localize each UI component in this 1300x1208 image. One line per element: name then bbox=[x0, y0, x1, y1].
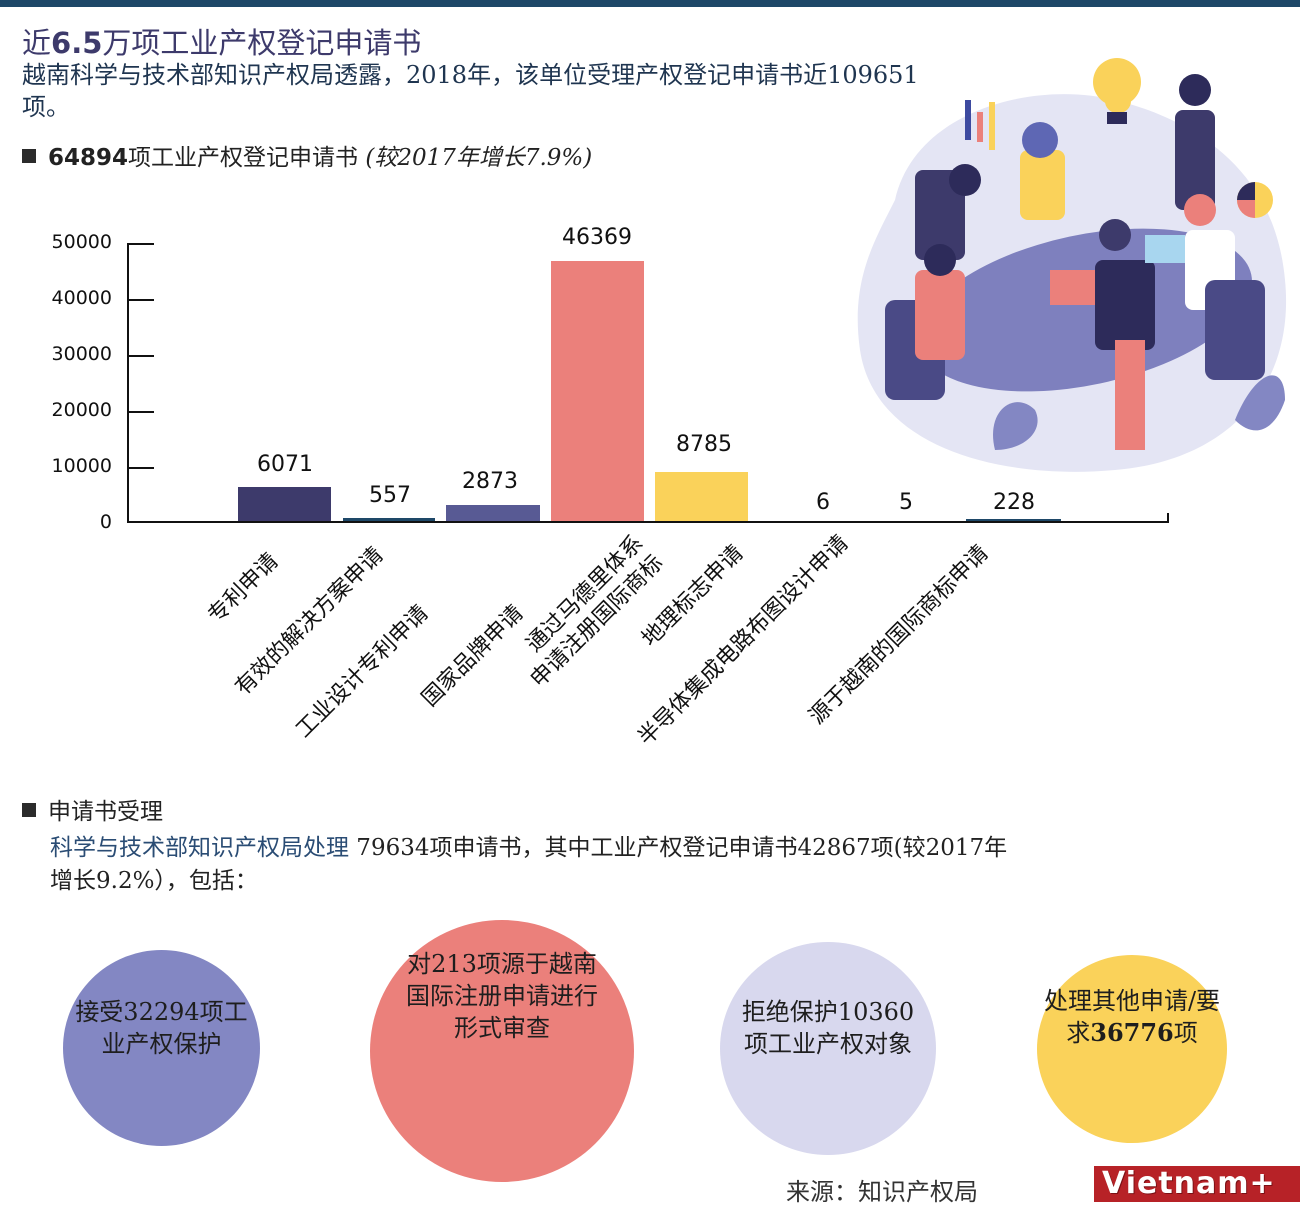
y-tick-label: 0 bbox=[99, 511, 112, 533]
y-tick-label: 10000 bbox=[51, 455, 112, 477]
circle-other-requests: 处理其他申请/要求36776项 bbox=[1037, 955, 1227, 1143]
bar-chart: 50000 40000 30000 20000 10000 0 6071 557… bbox=[0, 200, 1200, 800]
y-axis bbox=[127, 243, 129, 523]
y-tick bbox=[128, 355, 154, 357]
y-tick bbox=[128, 411, 154, 413]
bar-value-label: 2873 bbox=[462, 469, 518, 494]
circle-formal-review: 对213项源于越南国际注册申请进行形式审查 bbox=[370, 920, 634, 1182]
x-axis bbox=[127, 521, 1169, 523]
lead-text: 越南科学与技术部知识产权局透露，2018年，该单位受理产权登记申请书近10965… bbox=[22, 61, 919, 121]
vietnamplus-logo: Vietnam+ bbox=[1094, 1166, 1300, 1202]
bar-patent bbox=[238, 487, 331, 521]
bar-value-label: 228 bbox=[993, 490, 1035, 515]
x-axis-end-tick bbox=[1167, 513, 1169, 523]
bar-utility-solution bbox=[343, 518, 435, 521]
y-tick-label: 20000 bbox=[51, 399, 112, 421]
y-tick bbox=[128, 467, 154, 469]
section-2-heading: 申请书受理 bbox=[22, 792, 163, 826]
source-credit: 来源：知识产权局 bbox=[786, 1178, 978, 1206]
y-tick-label: 50000 bbox=[51, 231, 112, 253]
bar-national-trademark bbox=[551, 261, 644, 521]
y-tick bbox=[128, 243, 154, 245]
bar-vn-international-trademark bbox=[966, 519, 1061, 521]
bar-value-label: 46369 bbox=[562, 225, 632, 250]
bar-value-label: 557 bbox=[369, 483, 411, 508]
bar-madrid-trademark bbox=[655, 472, 748, 521]
y-tick-label: 40000 bbox=[51, 287, 112, 309]
section-1-heading: 64894项工业产权登记申请书 (较2017年增长7.9%) bbox=[22, 138, 592, 172]
page-title: 近6.5万项工业产权登记申请书 bbox=[22, 26, 422, 60]
bar-industrial-design bbox=[446, 505, 540, 521]
bar-value-label: 6071 bbox=[257, 452, 313, 477]
bullet-square-icon bbox=[22, 149, 36, 163]
circle-accepted: 接受32294项工业产权保护 bbox=[63, 950, 260, 1146]
section-2-paragraph: 科学与技术部知识产权局处理 79634项申请书，其中工业产权登记申请书42867… bbox=[50, 835, 1008, 894]
circle-refused: 拒绝保护10360项工业产权对象 bbox=[720, 942, 936, 1155]
category-label: 通过马德里体系 申请注册国际商标 bbox=[521, 530, 669, 693]
meeting-illustration bbox=[857, 58, 1287, 472]
category-label: 专利申请 bbox=[203, 548, 284, 629]
y-tick-label: 30000 bbox=[51, 343, 112, 365]
bar-value-label: 6 bbox=[816, 490, 830, 515]
y-tick bbox=[128, 299, 154, 301]
bar-value-label: 5 bbox=[899, 490, 913, 515]
top-bar bbox=[0, 0, 1300, 7]
bar-value-label: 8785 bbox=[676, 432, 732, 457]
bullet-square-icon bbox=[22, 803, 36, 817]
